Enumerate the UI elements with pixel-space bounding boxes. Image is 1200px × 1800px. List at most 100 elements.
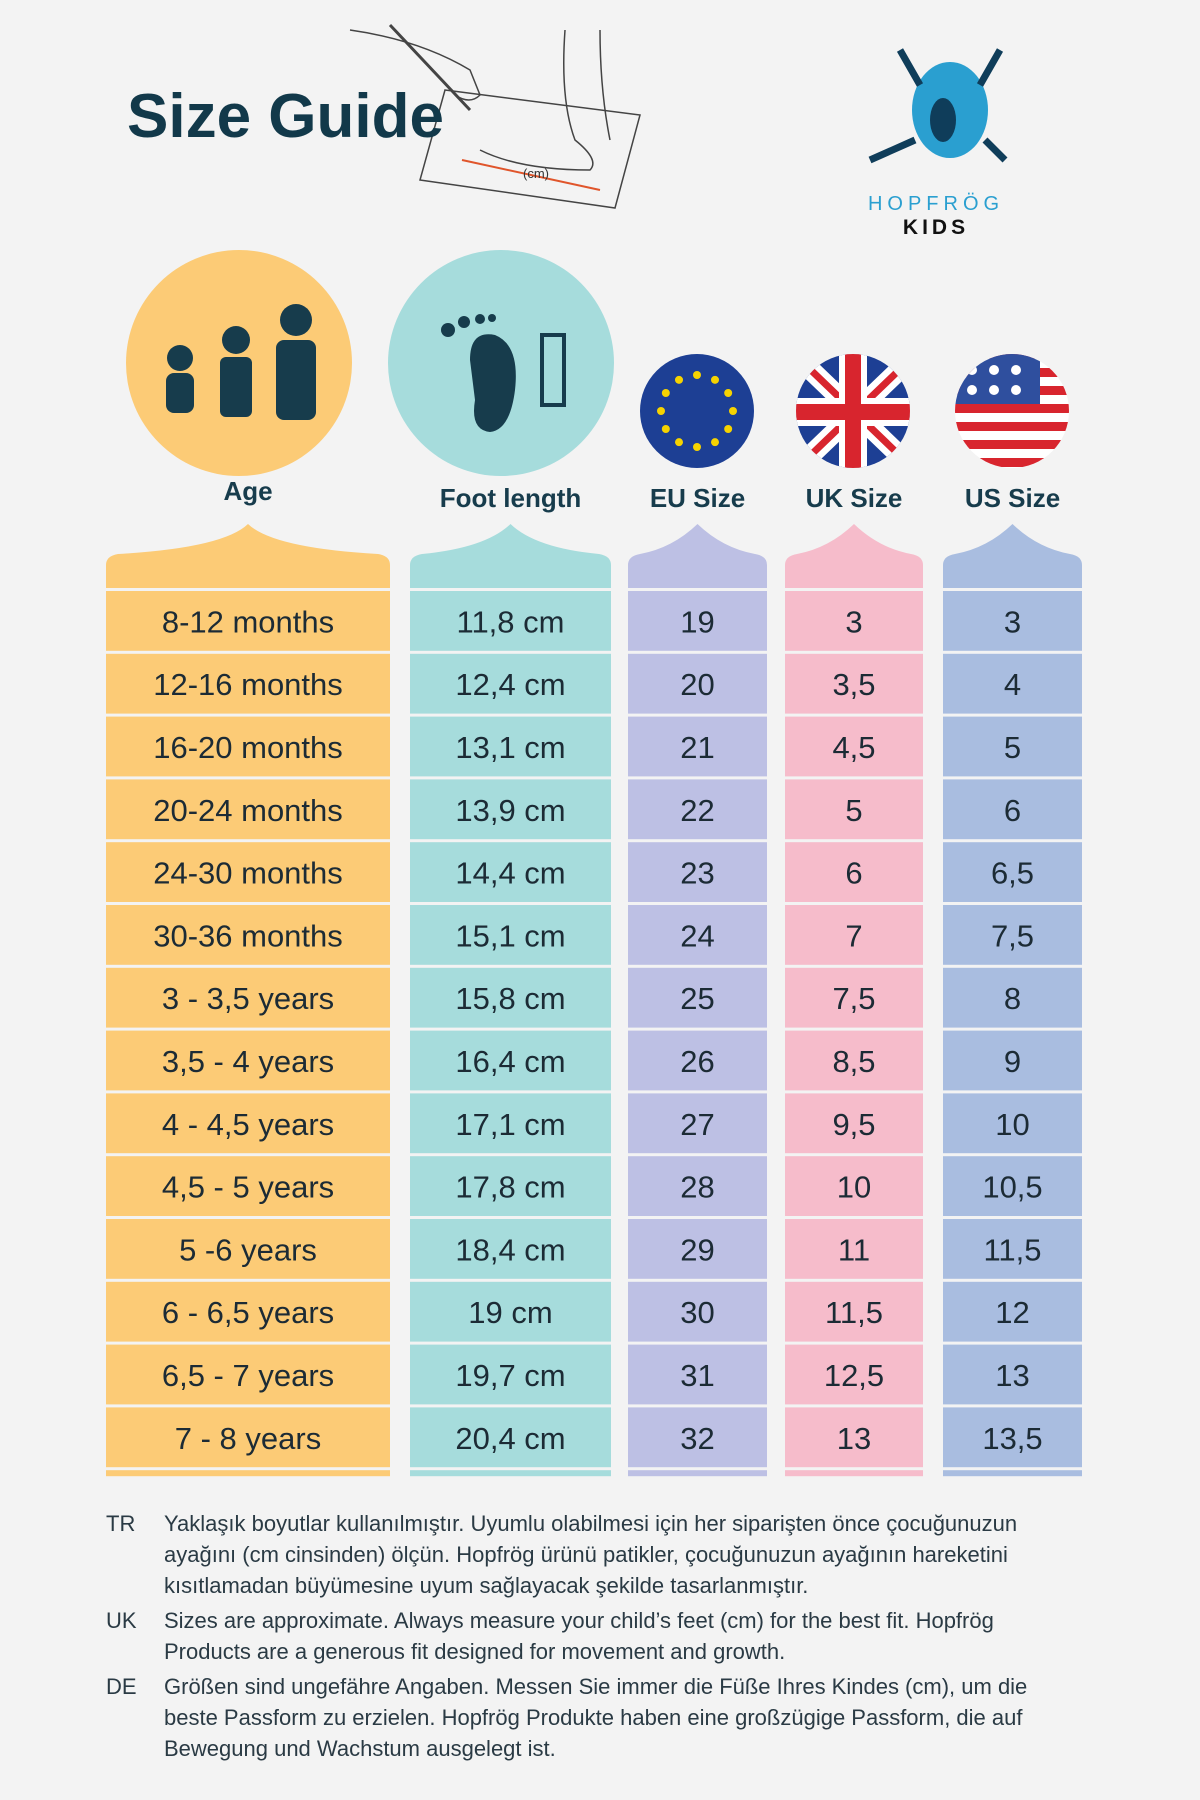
cell-text: 8-12 months xyxy=(162,604,334,639)
cell-text: 5 xyxy=(845,793,862,828)
cell-text: 6,5 - 7 years xyxy=(162,1358,334,1393)
cell xyxy=(106,967,390,1028)
note: TR Yaklaşık boyutlar kullanılmıştır. Uyum… xyxy=(106,1508,1086,1601)
cell-text: 11,5 xyxy=(983,1232,1041,1267)
cell-text: 19 xyxy=(680,604,714,639)
cell-text: 3 - 3,5 years xyxy=(162,981,334,1016)
cell-text: 4,5 xyxy=(832,730,875,765)
cell-text: 26 xyxy=(680,1044,714,1079)
cell xyxy=(785,1219,923,1279)
star xyxy=(693,443,701,451)
cell-text: 30-36 months xyxy=(153,918,343,953)
column-foot xyxy=(410,1470,611,1477)
cell-text: 29 xyxy=(680,1232,714,1267)
cell xyxy=(628,1030,767,1091)
cell-text: 24-30 months xyxy=(153,856,343,891)
column-header: US Size xyxy=(965,483,1060,513)
cell xyxy=(410,842,611,902)
cell xyxy=(628,779,767,840)
cell-text: 15,1 cm xyxy=(455,918,565,953)
stripe xyxy=(955,458,1069,467)
cell xyxy=(106,1219,390,1279)
star xyxy=(1011,385,1021,395)
cell xyxy=(628,1281,767,1342)
column-cap xyxy=(943,524,1082,588)
column-cap xyxy=(410,524,611,588)
cell-text: 3 xyxy=(845,604,862,639)
cell-text: 6 xyxy=(1004,793,1021,828)
notes: TR Yaklaşık boyutlar kullanılmıştır. Uyum… xyxy=(106,1508,1086,1768)
cell xyxy=(106,653,390,714)
cell-text: 20,4 cm xyxy=(455,1421,565,1456)
cell xyxy=(943,1093,1082,1154)
cell xyxy=(785,716,923,777)
star xyxy=(724,389,733,397)
cell-text: 7 - 8 years xyxy=(175,1421,321,1456)
cell-text: 17,1 cm xyxy=(455,1107,565,1142)
cell xyxy=(106,1156,390,1216)
cell xyxy=(410,1281,611,1342)
cell xyxy=(943,1219,1082,1279)
cell-text: 16-20 months xyxy=(153,730,343,765)
cell xyxy=(410,1156,611,1216)
cell-text: 16,4 cm xyxy=(455,1044,565,1079)
people-icon xyxy=(166,304,316,420)
cell-text: 30 xyxy=(680,1295,714,1330)
cell xyxy=(106,1407,390,1468)
cell xyxy=(943,716,1082,777)
cell xyxy=(628,1219,767,1279)
logo-sub: KIDS xyxy=(903,216,969,239)
cell xyxy=(410,967,611,1028)
uk-flag xyxy=(796,354,910,468)
note-text: Größen sind ungefähre Angaben. Messen Si… xyxy=(164,1674,1028,1761)
cell xyxy=(628,653,767,714)
cell-text: 5 xyxy=(1004,730,1021,765)
cell xyxy=(785,1407,923,1468)
cell xyxy=(628,716,767,777)
cell xyxy=(628,1344,767,1405)
cell-text: 31 xyxy=(680,1358,714,1393)
note: DE Größen sind ungefähre Angaben. Messen … xyxy=(106,1671,1086,1764)
cell-text: 13 xyxy=(995,1358,1029,1393)
cell-text: 13,1 cm xyxy=(455,730,565,765)
cell-text: 6 xyxy=(845,856,862,891)
cell xyxy=(628,842,767,902)
column-header: Foot length xyxy=(440,483,582,513)
star xyxy=(724,425,733,433)
note-text: Sizes are approximate. Always measure yo… xyxy=(164,1608,994,1664)
cell-text: 9,5 xyxy=(832,1107,875,1142)
stripe xyxy=(955,422,1069,431)
cell xyxy=(410,1030,611,1091)
cell-text: 13,9 cm xyxy=(455,793,565,828)
cell xyxy=(410,716,611,777)
column-foot xyxy=(943,1470,1082,1477)
cell-text: 24 xyxy=(680,918,714,953)
cell xyxy=(628,591,767,651)
star xyxy=(675,375,683,384)
cell-text: 14,4 cm xyxy=(455,856,565,891)
cell xyxy=(628,1093,767,1154)
measure-illustration xyxy=(349,23,641,209)
cell-text: 17,8 cm xyxy=(455,1170,565,1205)
cell xyxy=(785,842,923,902)
cell-text: 27 xyxy=(680,1107,714,1142)
cell xyxy=(628,1156,767,1216)
column-cap xyxy=(106,524,390,588)
column-foot xyxy=(785,1470,923,1477)
star xyxy=(661,389,670,397)
canton xyxy=(955,354,1040,404)
star xyxy=(989,365,999,375)
cell xyxy=(943,967,1082,1028)
cell-text: 23 xyxy=(680,856,714,891)
cell xyxy=(410,1219,611,1279)
cell-text: 13 xyxy=(837,1421,871,1456)
star xyxy=(661,425,670,433)
cell xyxy=(410,905,611,965)
cell-text: 12 xyxy=(995,1295,1029,1330)
frog-logo xyxy=(868,48,1008,164)
cell-text: 4 xyxy=(1004,667,1021,702)
cell-text: 20-24 months xyxy=(153,793,343,828)
cell xyxy=(410,653,611,714)
cell xyxy=(785,967,923,1028)
